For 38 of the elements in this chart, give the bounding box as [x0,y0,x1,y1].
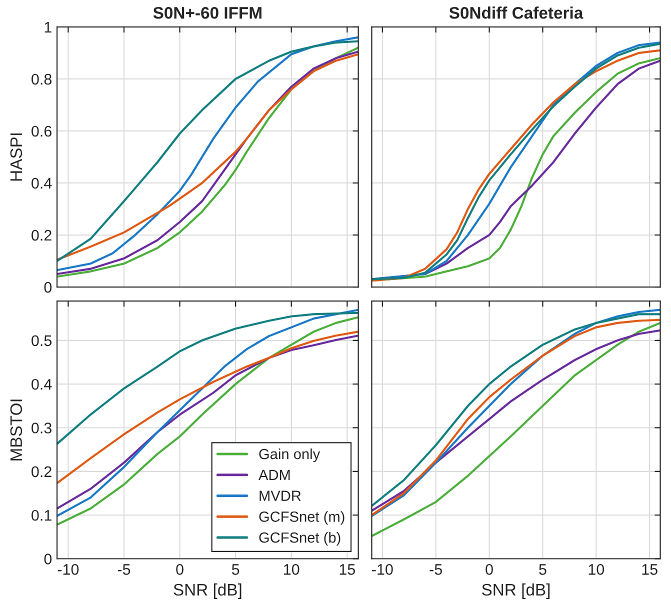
y-tick-label: 0.8 [32,74,52,85]
chart-title: S0Ndiff Cafeteria [449,6,584,19]
x-tick-label: 10 [284,564,300,575]
x-tick-label: 10 [588,564,604,575]
x-tick-label: 15 [642,564,658,575]
x-tick-label: 0 [176,564,184,575]
x-tick-label: 5 [232,564,240,575]
y-tick-label: 0.4 [32,378,52,390]
x-tick-label: 5 [539,564,546,575]
x-tick-label: -10 [58,564,79,575]
legend-label: ADM [258,470,290,480]
y-tick-label: 0.3 [32,422,52,434]
y-tick-label: 0.6 [32,126,52,137]
y-tick-label: 0.2 [32,230,52,241]
y-tick-label: 0.2 [32,466,52,478]
x-tick-label: -5 [430,564,442,575]
x-tick-label: -5 [118,564,130,575]
line-series [57,334,358,510]
x-tick-label: 15 [340,564,356,575]
legend-label: GCFSnet (b) [259,532,340,546]
x-tick-label: 0 [486,564,493,575]
legend-label: Gain only [259,448,320,462]
y-tick-label: 0.4 [32,178,52,189]
y-tick-label: 0 [44,282,52,293]
legend-label: GCFSnet (m) [259,511,344,525]
y-tick-label: 0 [44,554,52,564]
y-axis-title: MBSTOI [10,400,22,460]
line-series [57,330,358,484]
y-axis-title: HASPI [10,134,22,181]
x-axis-title: SNR [dB] [482,583,550,599]
x-axis-title: SNR [dB] [174,583,242,599]
chart-title: S0N+-60 IFFM [153,6,262,19]
y-tick-label: 0.5 [32,335,52,346]
line-series [57,312,358,445]
y-tick-label: 1 [44,22,52,32]
legend-label: MVDR [260,490,301,501]
x-tick-label: -10 [372,564,393,575]
y-tick-label: 0.1 [32,510,52,521]
